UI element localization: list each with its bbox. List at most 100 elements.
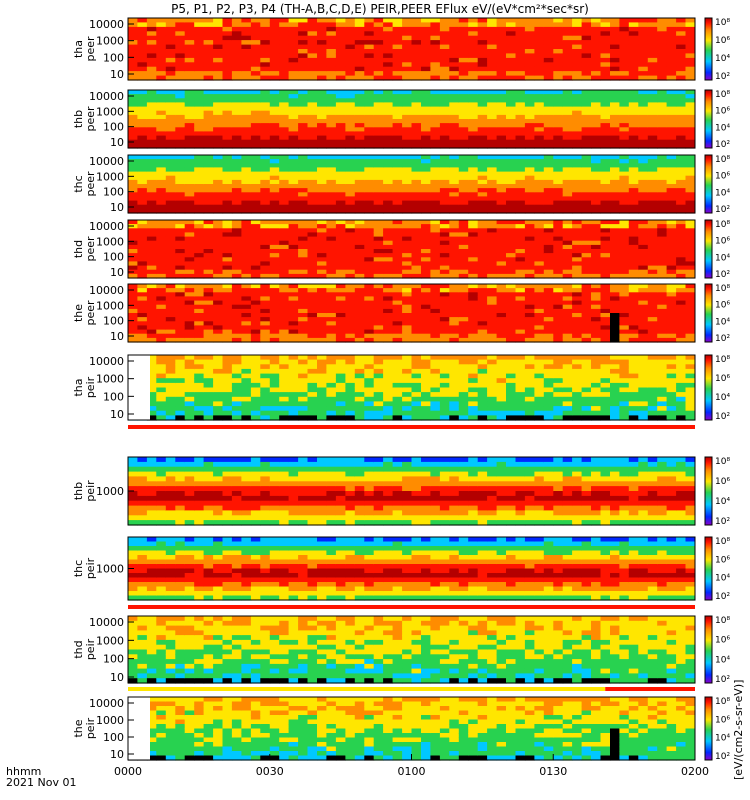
heatmap-cell (260, 253, 271, 258)
heatmap-cell (600, 321, 611, 326)
heatmap-cell (600, 284, 611, 289)
heatmap-cell (610, 232, 620, 238)
heatmap-cell (203, 359, 214, 365)
heatmap-cell (562, 71, 573, 77)
heatmap-cell (685, 265, 696, 271)
heatmap-cell (260, 66, 271, 72)
heatmap-cell (506, 66, 516, 72)
heatmap-cell (269, 337, 280, 343)
heatmap-cell (449, 143, 460, 149)
heatmap-cell (572, 75, 583, 81)
heatmap-cell (373, 284, 384, 289)
heatmap-cell (288, 110, 299, 116)
species-name: peer (84, 300, 97, 326)
heatmap-cell (156, 359, 167, 365)
heatmap-cell (468, 313, 479, 318)
heatmap-cell (364, 269, 375, 275)
heatmap-cell (458, 57, 469, 63)
heatmap-cell (298, 308, 309, 314)
heatmap-cell (128, 49, 138, 54)
heatmap-cell (184, 244, 195, 250)
heatmap-cell (288, 53, 299, 59)
heatmap-cell (619, 228, 630, 233)
heatmap-cell (581, 284, 592, 289)
heatmap-cell (496, 329, 507, 335)
heatmap-cell (146, 244, 157, 250)
heatmap-cell (581, 110, 592, 116)
heatmap-cell (345, 244, 356, 250)
heatmap-cell (194, 253, 205, 258)
heatmap-cell (534, 49, 545, 54)
heatmap-cell (506, 75, 516, 81)
heatmap-cell (137, 114, 148, 120)
heatmap-cell (175, 57, 186, 63)
heatmap-cell (553, 392, 564, 398)
heatmap-cell (506, 382, 516, 389)
heatmap-cell (222, 364, 233, 370)
heatmap-cell (269, 292, 280, 297)
heatmap-cell (137, 184, 148, 189)
heatmap-cell (231, 179, 242, 185)
heatmap-cell (260, 236, 271, 242)
heatmap-cell (591, 228, 601, 233)
heatmap-cell (288, 257, 299, 262)
heatmap-cell (137, 337, 148, 343)
heatmap-cell (222, 325, 233, 331)
heatmap-cell (354, 159, 365, 164)
heatmap-cell (194, 40, 205, 46)
heatmap-cell (194, 415, 205, 421)
heatmap-cell (260, 244, 271, 250)
heatmap-cell (184, 57, 195, 63)
heatmap-cell (260, 200, 271, 206)
heatmap-cell (128, 329, 138, 335)
heatmap-cell (156, 135, 167, 141)
heatmap-cell (354, 131, 365, 137)
heatmap-cell (383, 410, 394, 416)
heatmap-cell (477, 71, 488, 77)
heatmap-cell (657, 94, 668, 99)
heatmap-cell (260, 240, 271, 246)
heatmap-cell (213, 123, 224, 128)
heatmap-cell (468, 40, 479, 46)
heatmap-cell (260, 127, 271, 132)
heatmap-cell (647, 163, 658, 168)
heatmap-cell (203, 410, 214, 416)
heatmap-cell (345, 155, 356, 160)
heatmap-cell (543, 240, 554, 246)
heatmap-cell (638, 273, 649, 279)
heatmap-cell (657, 249, 668, 254)
heatmap-cell (496, 308, 507, 314)
heatmap-cell (591, 284, 601, 289)
heatmap-cell (477, 110, 488, 116)
heatmap-cell (572, 364, 583, 370)
heatmap-cell (553, 139, 564, 145)
heatmap-cell (269, 410, 280, 416)
heatmap-cell (298, 62, 309, 68)
heatmap-cell (411, 94, 422, 99)
heatmap-cell (298, 355, 309, 361)
heatmap-cell (421, 355, 431, 361)
heatmap-cell (676, 94, 687, 99)
heatmap-cell (260, 49, 271, 54)
heatmap-cell (269, 387, 280, 393)
heatmap-cell (260, 114, 271, 120)
heatmap-cell (213, 106, 224, 112)
heatmap-cell (317, 143, 327, 149)
heatmap-cell (326, 35, 337, 41)
heatmap-cell (591, 401, 601, 407)
heatmap-cell (231, 188, 242, 193)
heatmap-cell (165, 143, 176, 149)
heatmap-cell (515, 359, 526, 365)
heatmap-cell (591, 208, 601, 214)
heatmap-cell (335, 204, 346, 210)
heatmap-cell (534, 66, 545, 72)
heatmap-cell (269, 192, 280, 197)
heatmap-cell (317, 368, 327, 375)
heatmap-cell (591, 71, 601, 77)
heatmap-cell (647, 337, 658, 343)
heatmap-cell (156, 44, 167, 50)
heatmap-cell (581, 308, 592, 314)
heatmap-cell (288, 284, 299, 289)
heatmap-cell (241, 415, 252, 421)
heatmap-cell (345, 171, 356, 177)
